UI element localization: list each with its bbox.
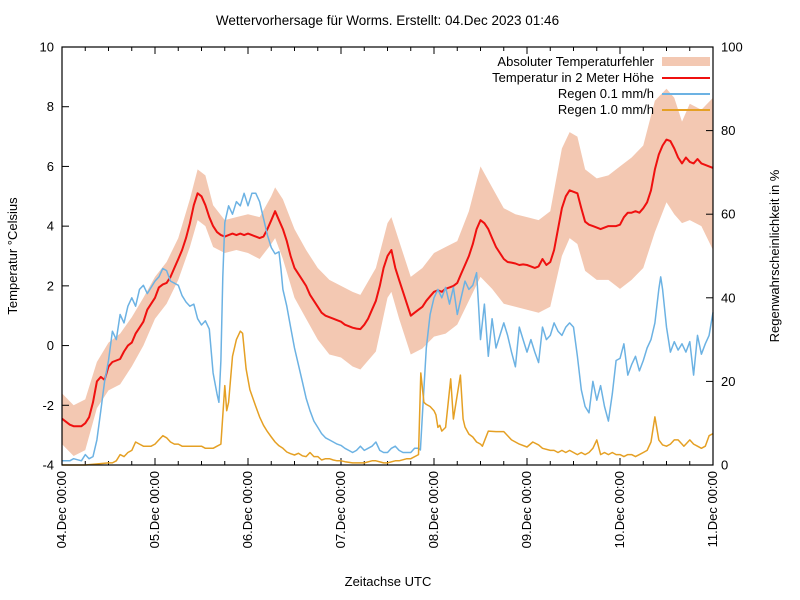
y-tick-label: -4 — [42, 458, 54, 473]
y2-tick-label: 20 — [721, 374, 735, 389]
legend-item-rain10: Regen 1.0 mm/h — [492, 102, 710, 117]
red-line-swatch-icon — [662, 76, 710, 79]
y2-tick-label: 100 — [721, 40, 743, 55]
legend-label: Regen 1.0 mm/h — [557, 102, 654, 117]
legend-item-temperature: Temperatur in 2 Meter Höhe — [492, 70, 710, 85]
x-tick-label: 04.Dec 00:00 — [54, 471, 69, 548]
legend-item-rain01: Regen 0.1 mm/h — [492, 86, 710, 101]
y2-tick-label: 0 — [721, 458, 728, 473]
y-tick-label: 0 — [47, 338, 54, 353]
series-rain10 — [62, 330, 714, 466]
y-tick-label: 8 — [47, 99, 54, 114]
x-tick-label: 10.Dec 00:00 — [612, 471, 627, 548]
legend-label: Absoluter Temperaturfehler — [497, 54, 654, 69]
y-tick-label: 6 — [47, 159, 54, 174]
y2-tick-label: 60 — [721, 207, 735, 222]
x-tick-label: 07.Dec 00:00 — [333, 471, 348, 548]
y-tick-label: -2 — [42, 398, 54, 413]
legend: Absoluter Temperaturfehler Temperatur in… — [492, 54, 710, 117]
x-tick-label: 11.Dec 00:00 — [705, 471, 720, 547]
series-rain01 — [62, 192, 714, 462]
y-axis-label: Temperatur °Celsius — [5, 197, 20, 315]
x-tick-label: 09.Dec 00:00 — [519, 471, 534, 548]
y2-tick-label: 40 — [721, 290, 735, 305]
x-tick-label: 06.Dec 00:00 — [240, 471, 255, 548]
orange-line-swatch-icon — [662, 108, 710, 111]
band-swatch-icon — [662, 57, 710, 66]
legend-item-temp-error: Absoluter Temperaturfehler — [492, 54, 710, 69]
x-tick-label: 08.Dec 00:00 — [426, 471, 441, 548]
y2-tick-label: 80 — [721, 123, 735, 138]
temperature-error-band — [62, 88, 713, 457]
blue-line-swatch-icon — [662, 92, 710, 95]
y-tick-label: 10 — [40, 40, 54, 55]
legend-label: Regen 0.1 mm/h — [557, 86, 654, 101]
chart-title: Wettervorhersage für Worms. Erstellt: 04… — [215, 13, 560, 28]
x-axis-label: Zeitachse UTC — [345, 574, 432, 589]
y-tick-label: 4 — [47, 219, 54, 234]
plot-frame — [61, 46, 714, 466]
y-tick-label: 2 — [47, 278, 54, 293]
y2-axis-label: Regenwahrscheinlichkeit in % — [767, 169, 782, 342]
x-tick-label: 05.Dec 00:00 — [147, 471, 162, 548]
legend-label: Temperatur in 2 Meter Höhe — [492, 70, 654, 85]
series-temperature — [61, 138, 714, 428]
